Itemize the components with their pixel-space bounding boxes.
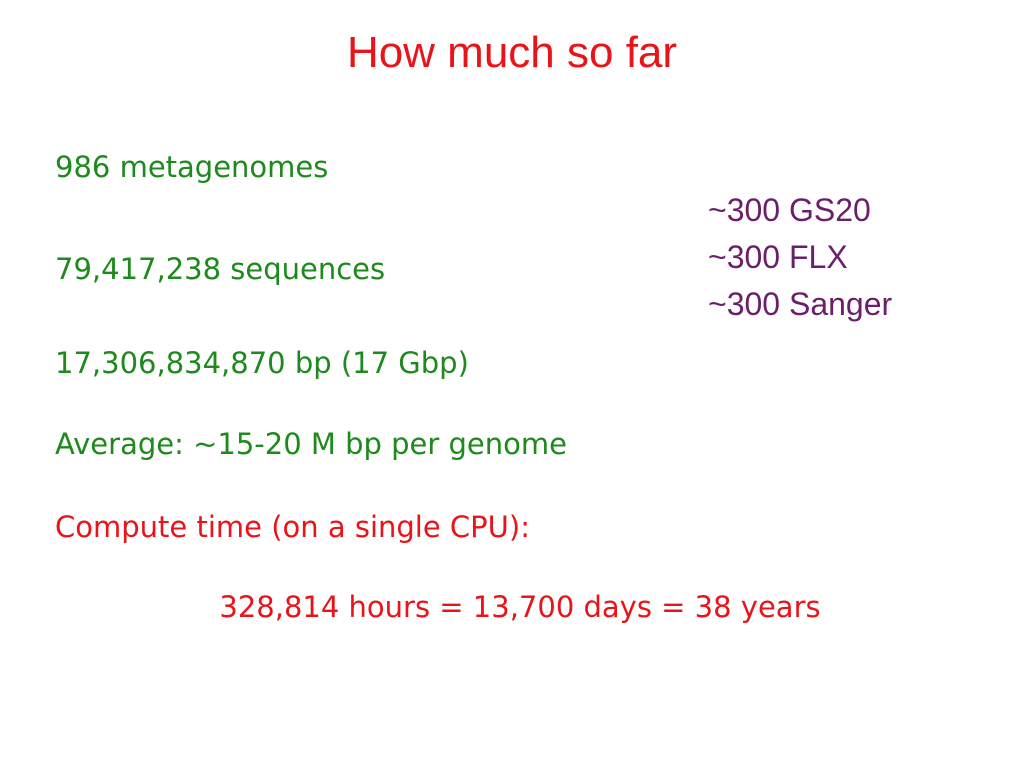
stat-line: 17,306,834,870 bp (17 Gbp) [55,346,469,380]
platform: ~300 FLX [708,239,848,275]
platform: ~300 GS20 [708,192,871,228]
compute-label: Compute time (on a single CPU): [55,510,530,544]
stat-line: 986 metagenomes [55,150,329,184]
stat-line: 79,417,238 sequences [55,252,386,286]
compute-result: 328,814 hours = 13,700 days = 38 years [219,590,821,624]
stat-line: Average: ~15-20 M bp per genome [55,427,567,461]
title: How much so far [346,28,678,77]
platform: ~300 Sanger [708,286,893,322]
